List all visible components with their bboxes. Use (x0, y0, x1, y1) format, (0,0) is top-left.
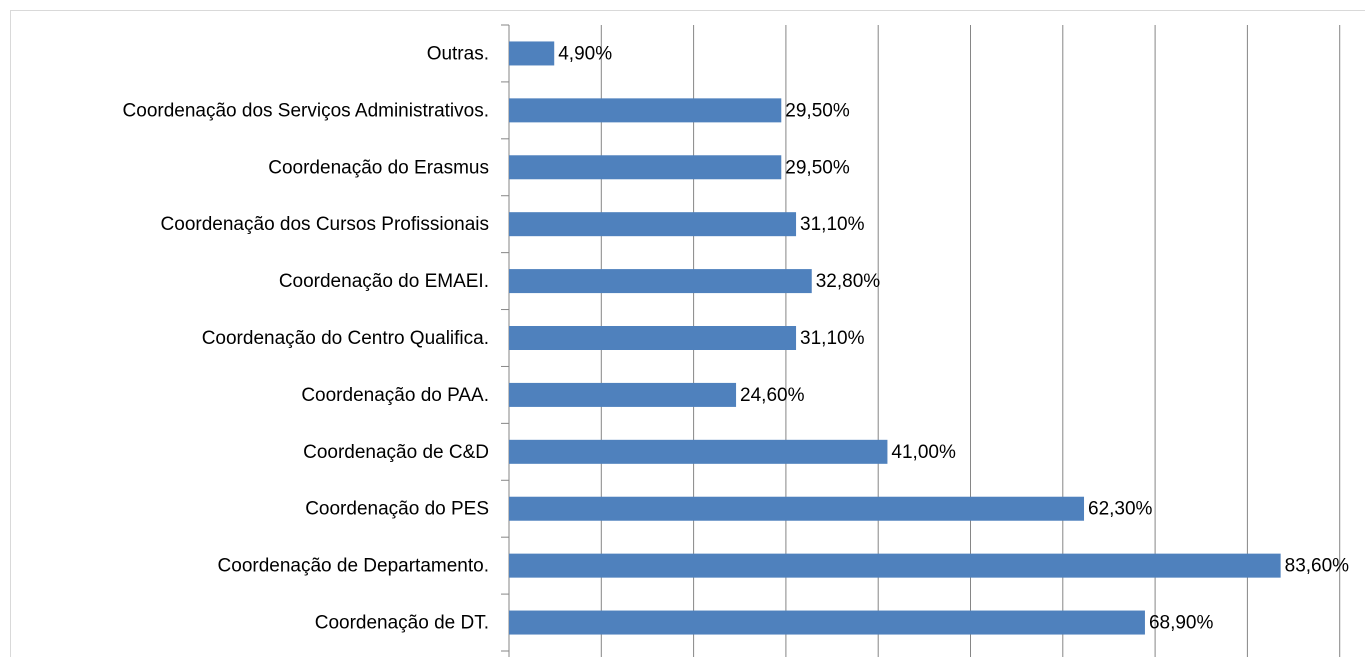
data-label: 29,50% (785, 100, 850, 121)
bar (509, 269, 812, 294)
bar (509, 496, 1085, 521)
data-label: 4,90% (558, 43, 612, 64)
y-tick-label: Coordenação do PES (305, 499, 489, 520)
y-tick-label: Coordenação do Centro Qualifica. (202, 328, 489, 349)
bar (509, 382, 737, 407)
data-label: 31,10% (800, 328, 865, 349)
bar (509, 326, 797, 350)
chart-frame (10, 10, 1365, 657)
data-label: 68,90% (1149, 613, 1214, 634)
data-label: 24,60% (740, 385, 805, 406)
bar (509, 155, 782, 180)
data-label: 83,60% (1285, 556, 1350, 577)
y-tick-label: Coordenação do PAA. (301, 385, 489, 406)
y-tick-label: Outras. (427, 43, 489, 64)
y-tick-label: Coordenação de C&D (303, 442, 489, 463)
data-label: 41,00% (891, 442, 956, 463)
bar (509, 98, 782, 123)
data-label: 31,10% (800, 214, 865, 235)
y-tick-label: Coordenação dos Serviços Administrativos… (123, 100, 489, 121)
data-label: 62,30% (1088, 499, 1153, 520)
bar (509, 439, 888, 464)
bar (509, 41, 555, 66)
y-tick-label: Coordenação de Departamento. (218, 556, 489, 577)
bar (509, 610, 1145, 635)
y-tick-label: Coordenação dos Cursos Profissionais (161, 214, 489, 235)
y-tick-label: Coordenação do EMAEI. (279, 271, 489, 292)
bar (509, 553, 1281, 578)
y-tick-label: Coordenação do Erasmus (268, 157, 489, 178)
y-tick-label: Coordenação de DT. (315, 613, 489, 634)
bar (509, 212, 797, 237)
data-label: 32,80% (816, 271, 881, 292)
data-label: 29,50% (785, 157, 850, 178)
